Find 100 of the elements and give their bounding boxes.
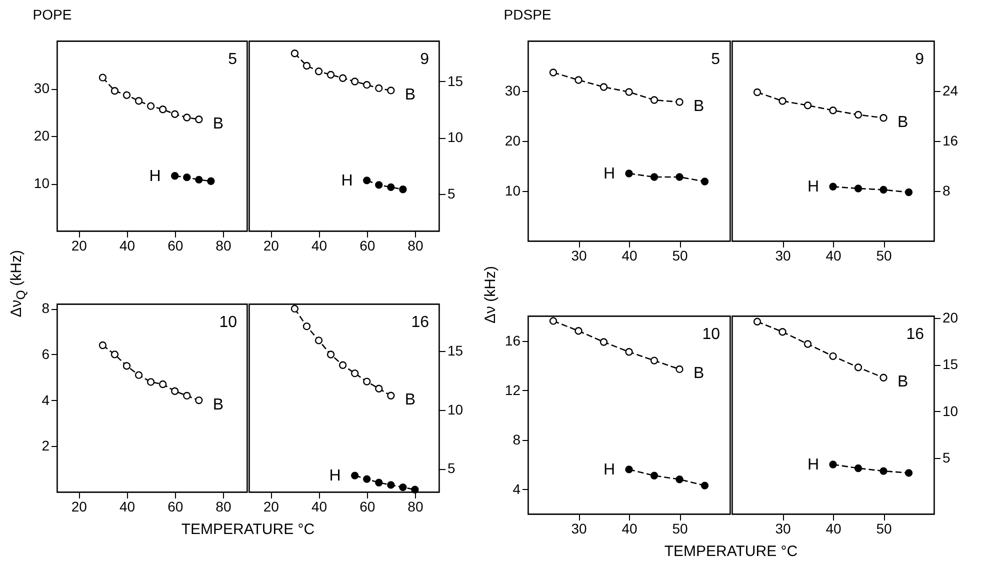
point bbox=[183, 392, 191, 400]
point bbox=[338, 74, 347, 82]
point bbox=[350, 78, 359, 86]
point bbox=[854, 464, 862, 472]
annotation: 9 bbox=[915, 51, 924, 68]
point bbox=[829, 352, 837, 360]
y-tick-label: 2 bbox=[42, 438, 50, 454]
point bbox=[804, 340, 812, 348]
point bbox=[600, 338, 608, 346]
point bbox=[399, 483, 407, 492]
x-tick-label: 20 bbox=[263, 238, 280, 254]
series-label: B bbox=[898, 374, 908, 391]
annotation: 9 bbox=[420, 51, 430, 68]
point bbox=[158, 106, 167, 114]
point bbox=[290, 50, 299, 58]
y-tick-label: 30 bbox=[504, 82, 521, 98]
y-tick-label: 8 bbox=[942, 182, 950, 198]
point bbox=[387, 183, 395, 191]
x-tick-label: 30 bbox=[775, 520, 791, 536]
point bbox=[98, 74, 107, 82]
point bbox=[387, 481, 395, 489]
point bbox=[363, 81, 371, 89]
series-label: H bbox=[329, 468, 341, 485]
x-tick-label: 60 bbox=[360, 238, 376, 254]
point bbox=[302, 322, 311, 330]
y-tick-label: 4 bbox=[512, 480, 521, 497]
x-tick-label: 40 bbox=[622, 248, 638, 264]
point bbox=[880, 114, 888, 122]
point bbox=[207, 177, 215, 185]
point bbox=[375, 478, 383, 486]
point bbox=[375, 384, 383, 392]
annotation: 16 bbox=[906, 326, 924, 343]
point bbox=[880, 186, 888, 194]
point bbox=[880, 467, 888, 475]
point bbox=[195, 176, 203, 184]
point bbox=[880, 374, 888, 382]
point bbox=[804, 102, 812, 110]
x-tick-label: 60 bbox=[168, 498, 184, 514]
point bbox=[98, 341, 107, 350]
point bbox=[753, 318, 762, 326]
x-tick-label: 40 bbox=[311, 238, 328, 254]
point bbox=[778, 328, 786, 336]
y-tick-label: 15 bbox=[942, 356, 958, 372]
axis-title: TEMPERATURE °C bbox=[181, 521, 315, 538]
point bbox=[363, 378, 371, 386]
y-tick-label: 15 bbox=[448, 72, 464, 89]
point bbox=[314, 336, 323, 344]
point bbox=[387, 392, 395, 400]
x-tick-label: 80 bbox=[216, 498, 232, 514]
point bbox=[854, 364, 862, 372]
point bbox=[676, 476, 684, 484]
y-tick-label: 10 bbox=[448, 401, 464, 418]
point bbox=[122, 362, 131, 370]
series-label: B bbox=[404, 86, 416, 104]
point bbox=[399, 186, 407, 194]
x-tick-label: 60 bbox=[360, 498, 376, 514]
x-tick-label: 30 bbox=[775, 248, 791, 264]
y-tick-label: 10 bbox=[942, 402, 958, 419]
point bbox=[411, 486, 419, 494]
point bbox=[171, 172, 179, 180]
x-tick-label: 40 bbox=[119, 238, 136, 254]
point bbox=[854, 184, 862, 192]
x-tick-label: 80 bbox=[408, 238, 424, 254]
y-tick-label: 5 bbox=[942, 449, 950, 466]
axis-title: TEMPERATURE °C bbox=[664, 543, 798, 560]
annotation: 16 bbox=[411, 314, 430, 331]
point bbox=[326, 350, 335, 358]
y-tick-label: 10 bbox=[34, 175, 50, 191]
y-tick-label: 5 bbox=[448, 460, 456, 476]
y-tick-label: 10 bbox=[504, 182, 521, 198]
x-tick-label: 30 bbox=[571, 248, 587, 264]
point bbox=[110, 87, 119, 95]
point bbox=[574, 76, 582, 84]
x-tick-label: 20 bbox=[263, 498, 280, 514]
y-tick-label: 6 bbox=[42, 346, 50, 362]
point bbox=[183, 173, 191, 182]
point bbox=[753, 88, 762, 96]
series-label: B bbox=[694, 365, 704, 382]
point bbox=[829, 106, 837, 114]
point bbox=[676, 98, 684, 106]
point bbox=[574, 327, 582, 335]
point bbox=[134, 97, 143, 105]
x-tick-label: 40 bbox=[119, 498, 136, 514]
point bbox=[158, 380, 167, 388]
annotation: 5 bbox=[228, 51, 238, 68]
y-tick-label: 15 bbox=[448, 342, 464, 358]
series-label: B bbox=[212, 396, 224, 414]
x-tick-label: 80 bbox=[216, 238, 232, 254]
point bbox=[171, 387, 179, 395]
point bbox=[350, 369, 359, 378]
point bbox=[387, 86, 395, 94]
annotation: 10 bbox=[702, 326, 720, 343]
x-tick-label: 80 bbox=[408, 498, 424, 514]
x-tick-label: 50 bbox=[876, 248, 892, 264]
x-tick-label: 50 bbox=[672, 520, 688, 536]
x-tick-label: 60 bbox=[168, 238, 184, 254]
point bbox=[375, 84, 383, 92]
y-tick-label: 10 bbox=[448, 129, 464, 146]
point bbox=[600, 83, 608, 91]
axis-title: Δν (kHz) bbox=[482, 266, 499, 324]
